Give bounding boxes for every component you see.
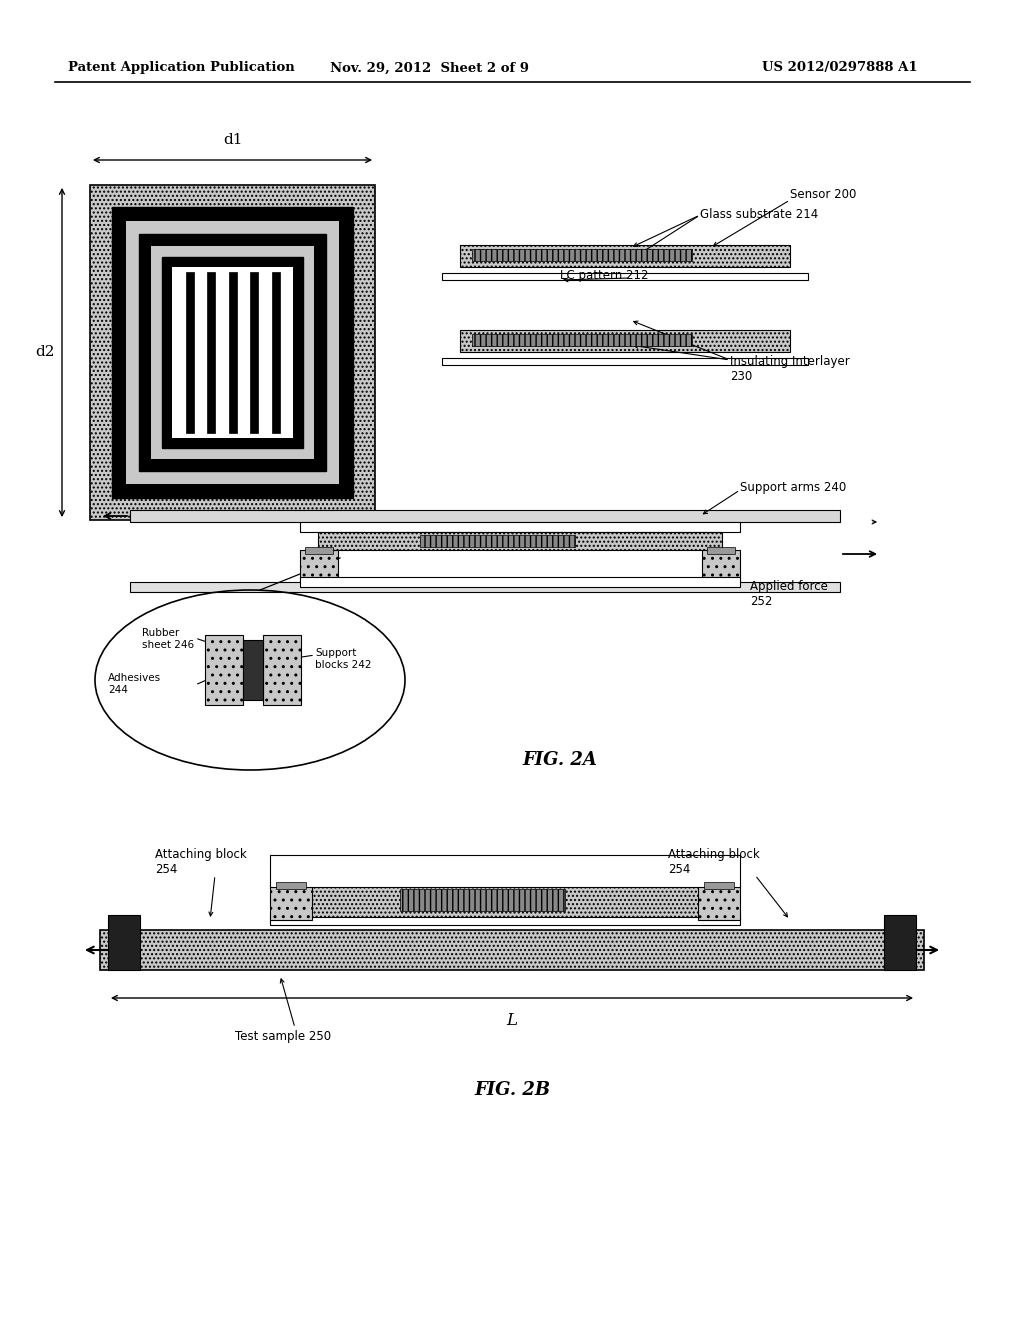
Text: d1: d1 — [223, 133, 243, 147]
Text: FIG. 2A: FIG. 2A — [522, 751, 597, 770]
Bar — [702, 550, 740, 579]
Bar — [460, 246, 790, 267]
Bar — [472, 249, 692, 261]
Bar — [185, 272, 194, 433]
Bar — [698, 884, 740, 920]
Bar — [100, 931, 924, 970]
Bar — [442, 358, 808, 366]
Bar — [207, 272, 215, 433]
Bar — [705, 882, 734, 888]
Bar — [288, 884, 722, 917]
Text: Insulating Interlayer
230: Insulating Interlayer 230 — [730, 355, 850, 383]
Bar — [263, 635, 301, 705]
Bar — [90, 185, 375, 520]
Text: LC pattern 212: LC pattern 212 — [560, 268, 648, 281]
Bar — [112, 207, 353, 498]
Bar — [270, 855, 740, 887]
Bar — [305, 546, 333, 554]
Bar — [243, 640, 263, 700]
Bar — [707, 546, 735, 554]
Bar — [151, 246, 314, 459]
Bar — [162, 257, 303, 447]
Text: Applied force
252: Applied force 252 — [750, 579, 827, 609]
Text: Sensor 200: Sensor 200 — [790, 189, 856, 202]
Bar — [300, 550, 338, 579]
Bar — [250, 272, 258, 433]
Text: Attaching block
254: Attaching block 254 — [668, 847, 760, 876]
Text: d2: d2 — [35, 346, 54, 359]
Text: Support
blocks 242: Support blocks 242 — [315, 648, 372, 669]
Bar — [130, 510, 840, 521]
Text: Support arms 240: Support arms 240 — [740, 482, 846, 495]
Text: Attaching block
254: Attaching block 254 — [155, 847, 247, 876]
Bar — [300, 521, 740, 532]
Bar — [108, 915, 140, 970]
Bar — [139, 234, 326, 471]
Bar — [276, 882, 306, 888]
Text: FIG. 2B: FIG. 2B — [474, 1081, 550, 1100]
Bar — [271, 272, 280, 433]
Bar — [300, 577, 740, 587]
Bar — [228, 272, 237, 433]
Bar — [442, 273, 808, 280]
Bar — [205, 635, 243, 705]
Bar — [172, 267, 293, 438]
Bar — [270, 915, 740, 925]
Bar — [126, 220, 339, 484]
Bar — [270, 884, 312, 920]
Bar — [130, 582, 840, 591]
Bar — [472, 334, 692, 346]
Bar — [400, 888, 565, 911]
Text: Patent Application Publication: Patent Application Publication — [68, 62, 295, 74]
Text: L: L — [507, 1012, 517, 1030]
Bar — [318, 532, 722, 550]
Text: US 2012/0297888 A1: US 2012/0297888 A1 — [762, 62, 918, 74]
Bar — [884, 915, 916, 970]
Bar — [420, 535, 575, 546]
Text: Rubber
sheet 246: Rubber sheet 246 — [142, 628, 195, 649]
Text: Adhesives
244: Adhesives 244 — [108, 673, 161, 694]
Text: Glass substrate 214: Glass substrate 214 — [700, 209, 818, 222]
Text: Test sample 250: Test sample 250 — [234, 1030, 331, 1043]
Text: Nov. 29, 2012  Sheet 2 of 9: Nov. 29, 2012 Sheet 2 of 9 — [331, 62, 529, 74]
Bar — [460, 330, 790, 352]
